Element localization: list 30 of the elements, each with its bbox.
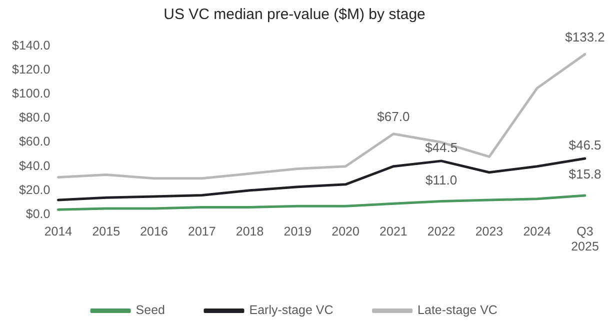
x-tick-label: 2022 — [427, 224, 456, 238]
y-tick-label: $20.0 — [18, 182, 50, 197]
x-tick-label: 2016 — [140, 224, 168, 238]
legend-label: Early-stage VC — [249, 303, 334, 318]
y-tick-label: $0.0 — [26, 206, 50, 221]
y-tick-label: $80.0 — [18, 110, 50, 125]
x-tick-label: 2024 — [523, 224, 552, 238]
x-tick-label: 2017 — [188, 224, 216, 238]
x-tick-label: 2020 — [332, 224, 360, 238]
y-tick-label: $120.0 — [12, 62, 50, 77]
y-tick-label: $60.0 — [18, 134, 50, 149]
chart-title: US VC median pre-value ($M) by stage — [164, 6, 426, 24]
x-tick-label: 2023 — [475, 224, 504, 238]
legend-label: Late-stage VC — [418, 303, 498, 318]
legend-label: Seed — [136, 303, 166, 318]
x-tick-label: 2021 — [380, 224, 408, 238]
data-label: $15.8 — [568, 166, 602, 182]
x-tick-label: 2019 — [284, 224, 312, 238]
x-tick-label: 2018 — [236, 224, 264, 238]
data-label: $67.0 — [377, 108, 410, 124]
data-label: $133.2 — [565, 29, 605, 44]
data-label: $44.5 — [425, 140, 458, 156]
x-tick-label: Q3 2025 — [571, 224, 599, 254]
data-label: $46.5 — [568, 138, 602, 153]
y-tick-label: $100.0 — [12, 86, 50, 101]
y-tick-label: $140.0 — [12, 38, 50, 52]
y-tick-label: $40.0 — [18, 158, 50, 173]
x-tick-label: 2014 — [44, 224, 72, 238]
x-tick-label: 2015 — [92, 224, 120, 238]
data-label: $11.0 — [426, 172, 458, 188]
